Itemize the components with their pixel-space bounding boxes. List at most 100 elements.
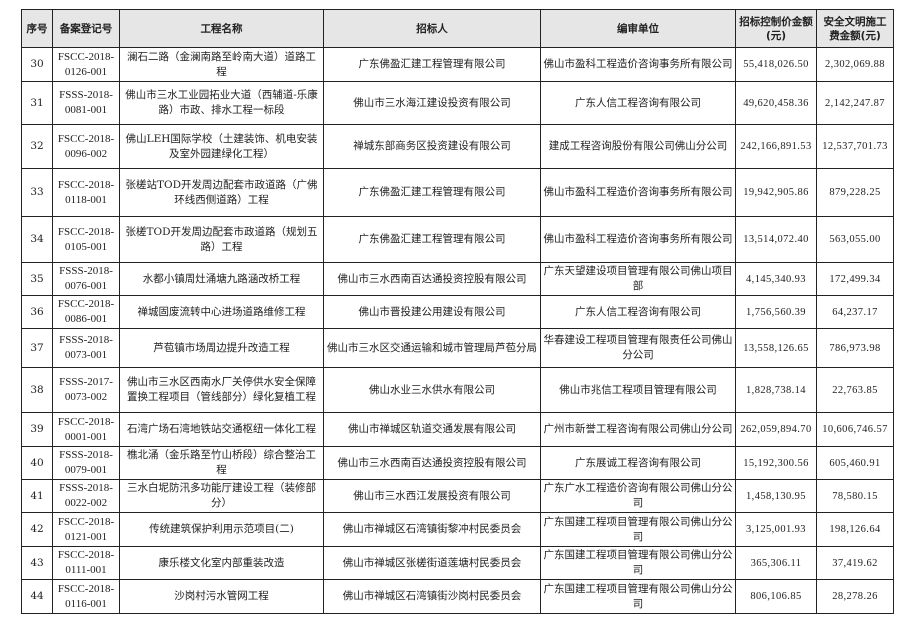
cell-tenderer: 佛山市三水区交通运输和城市管理局芦苞分局 (323, 328, 541, 368)
cell-project-name: 澜石二路（金澜南路至岭南大道）道路工程 (119, 47, 324, 82)
cell-tenderer: 佛山水业三水供水有限公司 (323, 367, 541, 413)
cell-index: 39 (21, 412, 53, 447)
cell-index: 38 (21, 367, 53, 413)
table-row: 44 FSCC-2018-0116-001 沙岗村污水管网工程 佛山市禅城区石湾镇街沙… (21, 579, 894, 614)
cell-control-price: 3,125,001.93 (735, 512, 817, 547)
cell-control-price: 1,756,560.39 (735, 295, 817, 329)
cell-registration-no: FSCC-2018-0105-001 (52, 216, 120, 263)
cell-tenderer: 禅城东部商务区投资建设有限公司 (323, 124, 541, 169)
cell-tenderer: 佛山市禅城区石湾镇街沙岗村民委员会 (323, 579, 541, 614)
cell-review-unit: 佛山市盈科工程造价咨询事务所有限公司 (540, 168, 736, 217)
cell-tenderer: 佛山市三水海江建设投资有限公司 (323, 81, 541, 125)
table-row: 35 FSSS-2018-0076-001 水都小镇周灶涌塘九路涵改桥工程 佛山市三水… (21, 262, 894, 296)
cell-index: 30 (21, 47, 53, 82)
cell-index: 40 (21, 446, 53, 480)
cell-safety-fee: 22,763.85 (816, 367, 894, 413)
cell-review-unit: 广东天望建设项目管理有限公司佛山项目部 (540, 262, 736, 296)
cell-registration-no: FSSS-2018-0081-001 (52, 81, 120, 125)
cell-registration-no: FSSS-2018-0076-001 (52, 262, 120, 296)
cell-tenderer: 佛山市禅城区张槎街道莲塘村民委员会 (323, 546, 541, 580)
cell-control-price: 19,942,905.86 (735, 168, 817, 217)
cell-control-price: 242,166,891.53 (735, 124, 817, 169)
header-control-price: 招标控制价金额(元) (735, 9, 817, 48)
table-row: 30 FSCC-2018-0126-001 澜石二路（金澜南路至岭南大道）道路工程广… (21, 47, 894, 82)
table-row: 32 FSCC-2018-0096-002 佛山LEH国际学校（土建装饰、机电安装及… (21, 124, 894, 169)
cell-control-price: 55,418,026.50 (735, 47, 817, 82)
cell-safety-fee: 78,580.15 (816, 479, 894, 513)
cell-control-price: 15,192,300.56 (735, 446, 817, 480)
cell-project-name: 芦苞镇市场周边提升改造工程 (119, 328, 324, 368)
cell-project-name: 沙岗村污水管网工程 (119, 579, 324, 614)
cell-project-name: 佛山市三水区西南水厂关停供水安全保障置换工程项目（管线部分）绿化复植工程 (119, 367, 324, 413)
cell-project-name: 张槎站TOD开发周边配套市政道路（广佛环线西侧道路）工程 (119, 168, 324, 217)
cell-registration-no: FSSS-2018-0079-001 (52, 446, 120, 480)
cell-safety-fee: 12,537,701.73 (816, 124, 894, 169)
cell-tenderer: 佛山市三水西南百达通投资控股有限公司 (323, 262, 541, 296)
header-safety-fee: 安全文明施工费金额(元) (816, 9, 894, 48)
cell-review-unit: 佛山市盈科工程造价咨询事务所有限公司 (540, 216, 736, 263)
cell-review-unit: 佛山市盈科工程造价咨询事务所有限公司 (540, 47, 736, 82)
cell-tenderer: 广东佛盈汇建工程管理有限公司 (323, 216, 541, 263)
cell-tenderer: 广东佛盈汇建工程管理有限公司 (323, 47, 541, 82)
cell-safety-fee: 2,302,069.88 (816, 47, 894, 82)
header-project-name: 工程名称 (119, 9, 324, 48)
cell-safety-fee: 10,606,746.57 (816, 412, 894, 447)
cell-registration-no: FSCC-2018-0126-001 (52, 47, 120, 82)
table-row: 43 FSCC-2018-0111-001 康乐楼文化室内部重装改造 佛山市禅城区张槎… (21, 546, 894, 580)
cell-project-name: 佛山LEH国际学校（土建装饰、机电安装及室外园建绿化工程） (119, 124, 324, 169)
cell-index: 35 (21, 262, 53, 296)
header-row: 序号 备案登记号 工程名称 招标人 编审单位 招标控制价金额(元) 安全文明施工… (21, 9, 894, 48)
cell-review-unit: 广东广水工程造价咨询有限公司佛山分公司 (540, 479, 736, 513)
cell-control-price: 806,106.85 (735, 579, 817, 614)
cell-tenderer: 佛山市晋投建公用建设有限公司 (323, 295, 541, 329)
cell-review-unit: 建成工程咨询股份有限公司佛山分公司 (540, 124, 736, 169)
cell-project-name: 水都小镇周灶涌塘九路涵改桥工程 (119, 262, 324, 296)
cell-project-name: 樵北涌（金乐路至竹山桥段）综合整治工程 (119, 446, 324, 480)
cell-safety-fee: 37,419.62 (816, 546, 894, 580)
cell-registration-no: FSCC-2018-0111-001 (52, 546, 120, 580)
cell-control-price: 13,558,126.65 (735, 328, 817, 368)
cell-safety-fee: 605,460.91 (816, 446, 894, 480)
cell-registration-no: FSCC-2018-0118-001 (52, 168, 120, 217)
table-row: 33 FSCC-2018-0118-001 张槎站TOD开发周边配套市政道路（广佛环… (21, 168, 894, 217)
cell-control-price: 13,514,072.40 (735, 216, 817, 263)
cell-control-price: 262,059,894.70 (735, 412, 817, 447)
cell-control-price: 1,828,738.14 (735, 367, 817, 413)
table-row: 37 FSSS-2018-0073-001 芦苞镇市场周边提升改造工程 佛山市三水区交… (21, 328, 894, 368)
cell-project-name: 传统建筑保护利用示范项目(二) (119, 512, 324, 547)
cell-review-unit: 广东人信工程咨询有限公司 (540, 295, 736, 329)
project-table: 序号 备案登记号 工程名称 招标人 编审单位 招标控制价金额(元) 安全文明施工… (21, 9, 894, 614)
cell-project-name: 禅城固废流转中心进场道路维修工程 (119, 295, 324, 329)
cell-registration-no: FSCC-2018-0121-001 (52, 512, 120, 547)
cell-tenderer: 佛山市三水西江发展投资有限公司 (323, 479, 541, 513)
cell-safety-fee: 786,973.98 (816, 328, 894, 368)
cell-index: 34 (21, 216, 53, 263)
cell-registration-no: FSSS-2017-0073-002 (52, 367, 120, 413)
cell-registration-no: FSCC-2018-0116-001 (52, 579, 120, 614)
cell-review-unit: 佛山市兆信工程项目管理有限公司 (540, 367, 736, 413)
cell-review-unit: 广东国建工程项目管理有限公司佛山分公司 (540, 546, 736, 580)
cell-index: 37 (21, 328, 53, 368)
cell-tenderer: 广东佛盈汇建工程管理有限公司 (323, 168, 541, 217)
cell-index: 41 (21, 479, 53, 513)
cell-control-price: 49,620,458.36 (735, 81, 817, 125)
cell-safety-fee: 28,278.26 (816, 579, 894, 614)
cell-tenderer: 佛山市禅城区轨道交通发展有限公司 (323, 412, 541, 447)
table-row: 39 FSCC-2018-0001-001 石湾广场石湾地铁站交通枢纽一体化工程 佛山… (21, 412, 894, 447)
cell-index: 33 (21, 168, 53, 217)
cell-review-unit: 广东人信工程咨询有限公司 (540, 81, 736, 125)
cell-safety-fee: 64,237.17 (816, 295, 894, 329)
cell-index: 42 (21, 512, 53, 547)
cell-index: 31 (21, 81, 53, 125)
cell-registration-no: FSCC-2018-0001-001 (52, 412, 120, 447)
cell-review-unit: 广东国建工程项目管理有限公司佛山分公司 (540, 512, 736, 547)
table-row: 42 FSCC-2018-0121-001 传统建筑保护利用示范项目(二) 佛山市禅城… (21, 512, 894, 547)
cell-review-unit: 广东展诚工程咨询有限公司 (540, 446, 736, 480)
cell-safety-fee: 2,142,247.87 (816, 81, 894, 125)
cell-project-name: 张槎TOD开发周边配套市政道路（规划五路）工程 (119, 216, 324, 263)
table-row: 40 FSSS-2018-0079-001 樵北涌（金乐路至竹山桥段）综合整治工程佛… (21, 446, 894, 480)
header-review-unit: 编审单位 (540, 9, 736, 48)
cell-index: 43 (21, 546, 53, 580)
table-row: 38 FSSS-2017-0073-002 佛山市三水区西南水厂关停供水安全保障置换… (21, 367, 894, 413)
cell-index: 44 (21, 579, 53, 614)
